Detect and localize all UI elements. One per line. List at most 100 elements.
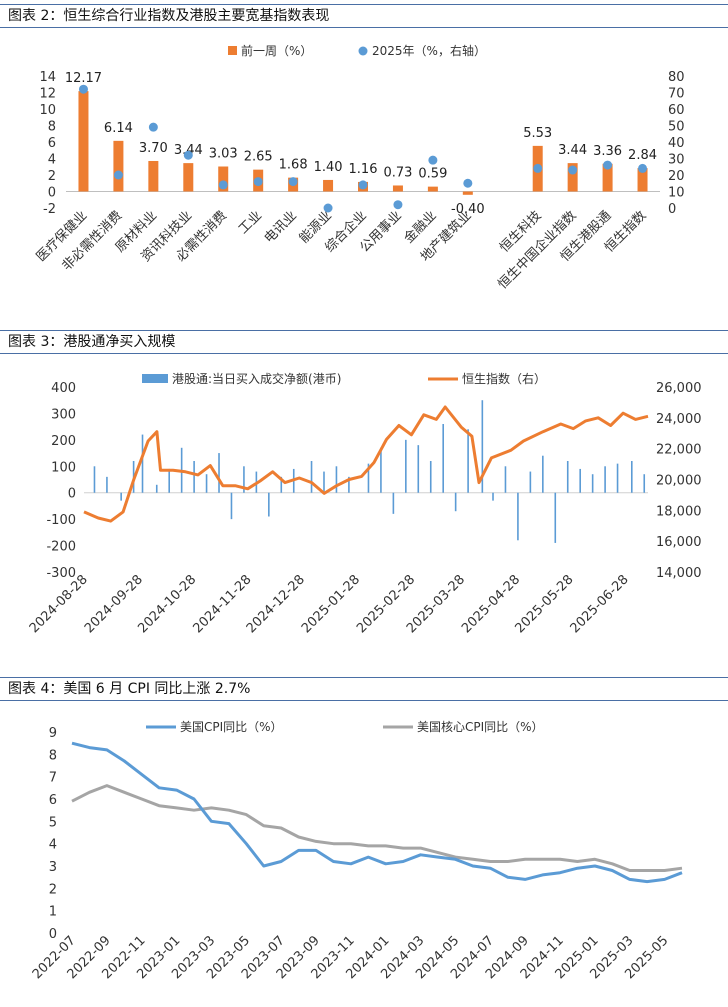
y-tick-label: -2: [43, 202, 56, 217]
bar-netbuy: [280, 476, 283, 493]
y-tick-label: 300: [51, 407, 76, 422]
y-tick-label: 10: [39, 103, 56, 118]
data-label-weekly: 5.53: [523, 126, 552, 141]
y2-tick-label: 24,000: [656, 412, 702, 427]
bar-weekly: [637, 168, 648, 192]
bar-netbuy: [218, 453, 220, 493]
bar-netbuy: [367, 463, 370, 493]
y-tick-label: 0: [49, 927, 57, 942]
bar-netbuy: [529, 471, 532, 493]
line-core-cpi: [71, 784, 683, 872]
y-tick-label: -300: [46, 566, 76, 581]
bar-weekly: [78, 91, 89, 192]
legend-label-hsi: 恒生指数（右）: [462, 371, 546, 386]
legend-label-weekly: 前一周（%）: [241, 43, 312, 58]
bar-netbuy: [442, 424, 444, 493]
southbound-flow-chart: 港股通:当日买入成交净额(港币) 恒生指数（右） 400 300 200 100 0 -1…: [27, 371, 702, 636]
y-tick-label: 1: [49, 905, 57, 920]
line-hsi: [83, 405, 649, 523]
bar-netbuy: [554, 492, 557, 543]
bar-netbuy: [323, 471, 325, 493]
bar-netbuy: [579, 468, 581, 493]
bar-netbuy: [429, 461, 432, 493]
bar-weekly: [148, 160, 159, 192]
dot-ytd: [113, 170, 123, 180]
figure1-caption: 图表 2：恒生综合行业指数及港股主要宽基指数表现: [0, 4, 728, 28]
y2-tick-label: 14,000: [656, 566, 702, 581]
bar-weekly: [427, 186, 438, 192]
y-tick-label: 400: [51, 381, 76, 396]
dot-ytd: [568, 165, 578, 175]
y2-tick-label: 40: [668, 136, 685, 151]
y-tick-label: 5: [49, 815, 57, 830]
bar-netbuy: [591, 474, 594, 493]
bar-netbuy: [348, 476, 350, 493]
data-label-weekly: 2.65: [244, 150, 273, 165]
bar-weekly: [392, 185, 403, 192]
dot-ytd: [358, 180, 368, 190]
y2-tick-label: 30: [668, 153, 685, 168]
y-tick-label: 0: [48, 186, 56, 201]
dot-ytd: [603, 160, 613, 170]
legend-label-netbuy: 港股通:当日买入成交净额(港币): [172, 371, 341, 386]
y-tick-label: 14: [39, 70, 56, 85]
y-tick-label: 2: [48, 169, 56, 184]
bar-netbuy: [467, 429, 469, 493]
y2-tick-label: 16,000: [656, 535, 702, 550]
bar-weekly: [323, 179, 334, 192]
y-tick-label: 100: [51, 460, 76, 475]
data-label-weekly: 3.03: [209, 147, 238, 162]
y2-tick-label: 0: [668, 202, 676, 217]
figure1-panel: 前一周（%） 2025年（%，右轴） 14 12 10 8 6 4 2 0 -2 80 70 60 5…: [0, 30, 728, 326]
data-label-weekly: 6.14: [104, 121, 133, 136]
dot-ytd: [393, 200, 403, 210]
bar-weekly: [567, 163, 578, 192]
dot-ytd: [148, 122, 158, 132]
bar-netbuy: [243, 466, 245, 493]
data-label-weekly: 12.17: [65, 71, 102, 86]
dot-ytd: [218, 180, 228, 190]
dot-ytd: [288, 177, 298, 187]
x-tick-label: 2024-08-28: [27, 572, 91, 636]
bar-netbuy: [230, 492, 233, 520]
y2-tick-label: 50: [668, 120, 685, 135]
y-tick-label: 0: [68, 487, 76, 502]
y2-tick-label: 20,000: [656, 474, 702, 489]
data-label-weekly: 0.59: [418, 167, 447, 182]
bar-netbuy: [542, 455, 544, 493]
figure3-caption: 图表 4：美国 6 月 CPI 同比上涨 2.7%: [0, 677, 728, 701]
figure2-caption: 图表 3：港股通净买入规模: [0, 330, 728, 354]
bar-netbuy: [205, 474, 208, 493]
legend-marker-ytd: [358, 46, 368, 56]
bar-netbuy: [616, 463, 619, 493]
bar-netbuy: [141, 434, 144, 493]
bar-netbuy: [380, 447, 382, 493]
bar-netbuy: [310, 461, 313, 493]
bar-netbuy: [604, 466, 606, 493]
dot-ytd: [638, 163, 648, 173]
data-label-weekly: 2.84: [628, 148, 657, 163]
dot-ytd: [323, 203, 333, 213]
dot-ytd: [253, 177, 263, 187]
data-label-weekly: 1.68: [279, 158, 308, 173]
bar-weekly: [602, 163, 613, 192]
y-tick-label: 4: [48, 153, 56, 168]
bar-weekly: [113, 140, 124, 192]
bar-netbuy: [481, 400, 484, 493]
y-tick-label: 12: [39, 87, 56, 102]
bar-netbuy: [93, 466, 96, 493]
y-tick-label: 8: [48, 120, 56, 135]
x-category-label: 工业: [236, 208, 265, 237]
data-label-weekly: 3.44: [558, 143, 587, 158]
bar-netbuy: [630, 461, 633, 493]
y2-tick-label: 60: [668, 103, 685, 118]
dot-ytd: [183, 150, 193, 160]
bar-netbuy: [517, 492, 519, 541]
bar-weekly: [183, 163, 194, 192]
legend-label-cpi: 美国CPI同比（%）: [180, 720, 283, 734]
data-label-weekly: -0.40: [451, 202, 485, 217]
y-tick-label: 2: [49, 882, 57, 897]
y2-tick-label: 18,000: [656, 504, 702, 519]
